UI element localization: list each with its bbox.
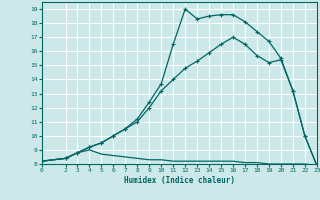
X-axis label: Humidex (Indice chaleur): Humidex (Indice chaleur) [124, 176, 235, 185]
